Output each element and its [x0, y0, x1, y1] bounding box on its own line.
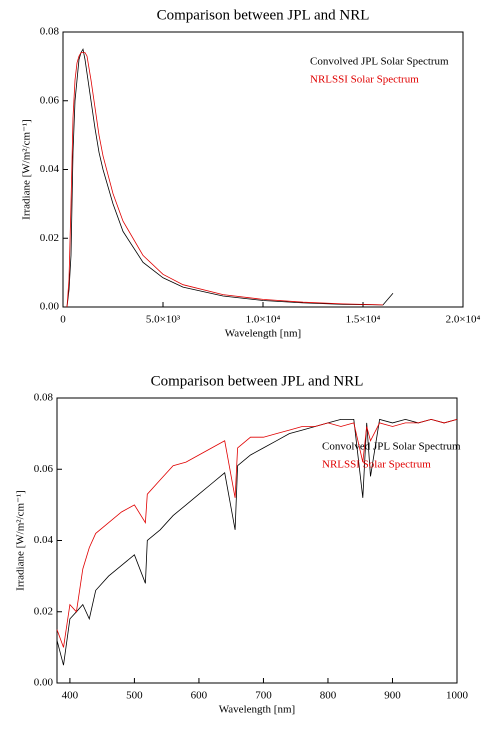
legend-label: Convolved JPL Solar Spectrum: [322, 441, 461, 453]
x-tick-label: 600: [191, 690, 208, 702]
x-tick-label: 0: [60, 314, 66, 326]
x-tick-label: 500: [126, 690, 143, 702]
chart-title: Comparison between JPL and NRL: [157, 7, 370, 23]
y-tick-label: 0.02: [34, 605, 53, 617]
x-axis-label: Wavelength [nm]: [219, 704, 295, 716]
y-tick-label: 0.06: [40, 94, 60, 106]
legend-label: NRLSSI Solar Spectrum: [322, 459, 431, 471]
x-tick-label: 400: [62, 690, 79, 702]
x-tick-label: 1000: [446, 690, 469, 702]
x-tick-label: 900: [384, 690, 401, 702]
chart-title: Comparison between JPL and NRL: [151, 373, 364, 389]
x-tick-label: 1.5×10⁴: [346, 314, 381, 326]
y-tick-label: 0.08: [40, 26, 60, 38]
series-line: [56, 418, 458, 648]
x-tick-label: 700: [255, 690, 272, 702]
y-axis-label: Irradiane [W/m²/cm⁻¹]: [21, 119, 33, 220]
x-tick-label: 800: [320, 690, 337, 702]
legend-label: Convolved JPL Solar Spectrum: [310, 56, 449, 68]
y-tick-label: 0.04: [34, 534, 54, 546]
y-tick-label: 0.06: [34, 463, 54, 475]
x-tick-label: 5.0×10³: [146, 314, 181, 326]
series-line: [66, 52, 384, 308]
y-tick-label: 0.04: [40, 163, 60, 175]
y-tick-label: 0.00: [34, 677, 54, 689]
x-tick-label: 2.0×10⁴: [446, 314, 481, 326]
y-tick-label: 0.08: [34, 392, 54, 404]
x-tick-label: 1.0×10⁴: [246, 314, 281, 326]
x-axis-label: Wavelength [nm]: [225, 328, 301, 340]
series-line: [56, 418, 458, 666]
y-tick-label: 0.00: [40, 301, 60, 313]
legend-label: NRLSSI Solar Spectrum: [310, 74, 419, 86]
series-line: [66, 48, 394, 308]
y-axis-label: Irradiane [W/m²/cm⁻¹]: [15, 490, 27, 591]
y-tick-label: 0.02: [40, 232, 59, 244]
